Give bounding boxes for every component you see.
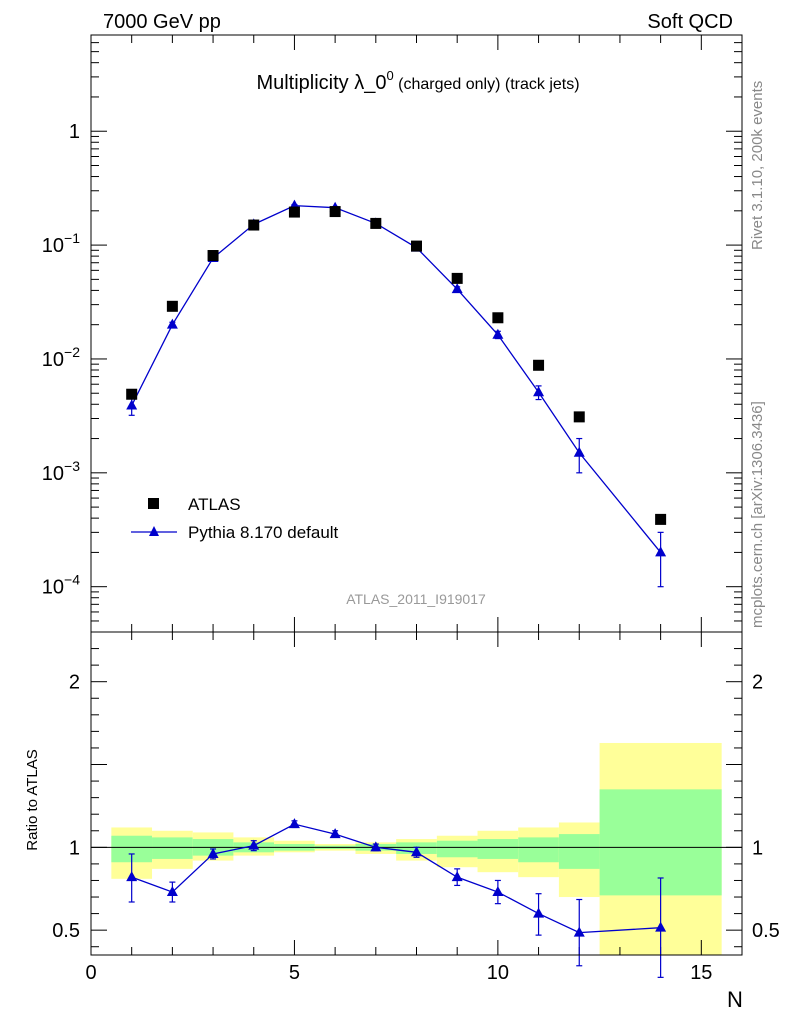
atlas-point bbox=[411, 240, 422, 252]
ratio-y-tick-label-right: 1 bbox=[752, 837, 763, 859]
pythia-ratio-point bbox=[533, 907, 545, 918]
pythia-ratio-point bbox=[288, 818, 300, 829]
ratio-band-inner bbox=[152, 837, 193, 859]
tick-exponent: −4 bbox=[64, 572, 80, 588]
legend-atlas-marker bbox=[148, 498, 159, 509]
pythia-point bbox=[492, 328, 504, 339]
pythia-ratio-point bbox=[166, 886, 178, 897]
main-y-tick-label: 10−2 bbox=[42, 344, 80, 371]
main-y-tick-label: 1 bbox=[69, 121, 80, 143]
pythia-ratio-point bbox=[207, 847, 219, 858]
atlas-point bbox=[288, 206, 300, 218]
ratio-band-inner bbox=[518, 837, 559, 863]
rivet-label: Rivet 3.1.10, 200k events bbox=[749, 81, 766, 250]
title-subtitle: (charged only) (track jets) bbox=[394, 76, 580, 93]
tick-base: 10 bbox=[42, 235, 64, 257]
atlas-point bbox=[655, 513, 667, 525]
energy-label: 7000 GeV pp bbox=[103, 11, 221, 33]
x-tick-label: 10 bbox=[487, 962, 509, 984]
ratio-y-tick-label-right: 2 bbox=[752, 672, 763, 694]
pythia-point bbox=[655, 546, 667, 557]
pythia-ratio-point bbox=[411, 846, 422, 857]
main-y-tick-label: 10−4 bbox=[42, 572, 80, 599]
x-tick-label: 0 bbox=[85, 962, 96, 984]
ratio-band-inner bbox=[558, 834, 600, 869]
chart-title: Multiplicity λ_00 (charged only) (track … bbox=[256, 68, 579, 94]
tick-base: 10 bbox=[42, 577, 64, 599]
mcplots-label: mcplots.cern.ch [arXiv:1306.3436] bbox=[749, 401, 766, 628]
atlas-point bbox=[329, 206, 341, 218]
main-panel-series bbox=[126, 199, 667, 588]
pythia-point bbox=[533, 386, 545, 397]
main-y-tick-label: 10−3 bbox=[42, 458, 80, 485]
pythia-ratio-point bbox=[329, 828, 341, 839]
pythia-ratio-point bbox=[492, 886, 504, 897]
legend-pythia-label: Pythia 8.170 default bbox=[188, 523, 339, 542]
tick-exponent: −2 bbox=[64, 344, 80, 360]
legend-atlas-label: ATLAS bbox=[188, 495, 241, 514]
atlas-point bbox=[126, 388, 138, 400]
ratio-band-inner bbox=[436, 840, 478, 858]
tick-exponent: −1 bbox=[64, 230, 80, 246]
x-axis-label: N bbox=[727, 987, 743, 1012]
ratio-y-tick-label-left: 0.5 bbox=[52, 920, 80, 942]
pythia-ratio-point bbox=[370, 841, 382, 852]
pythia-ratio-point bbox=[248, 839, 260, 850]
atlas-point bbox=[451, 272, 463, 284]
ratio-y-tick-label-left: 2 bbox=[69, 672, 80, 694]
ratio-y-tick-label-left: 1 bbox=[69, 837, 80, 859]
legend: ATLAS Pythia 8.170 default bbox=[131, 495, 339, 542]
pythia-point bbox=[451, 283, 463, 294]
ratio-y-tick-label-right: 0.5 bbox=[752, 920, 780, 942]
tick-exponent: −3 bbox=[64, 458, 80, 474]
atlas-point bbox=[166, 300, 178, 312]
main-y-tick-label: 10−1 bbox=[42, 230, 80, 257]
main-axis-ticks: 10−410−310−210−11 bbox=[42, 34, 743, 633]
ratio-panel-frame bbox=[90, 631, 743, 956]
ratio-axis-ticks: 0 5 10 15 0.5 0.5 1 1 2 2 bbox=[52, 631, 780, 984]
tick-base: 10 bbox=[42, 463, 64, 485]
pythia-point bbox=[166, 318, 178, 329]
tick-base: 1 bbox=[69, 121, 80, 143]
ratio-uncertainty-bands bbox=[91, 742, 742, 955]
legend-pythia-marker bbox=[149, 526, 159, 536]
ratio-band-inner bbox=[477, 839, 519, 859]
atlas-point bbox=[370, 217, 382, 229]
pythia-ratio-point bbox=[655, 921, 667, 932]
pythia-ratio-point bbox=[451, 871, 463, 882]
title-main: Multiplicity λ_0 bbox=[256, 72, 386, 94]
main-panel-frame bbox=[90, 34, 743, 633]
pythia-point bbox=[126, 399, 138, 410]
process-label: Soft QCD bbox=[647, 11, 733, 33]
pythia-ratio-point bbox=[573, 926, 585, 937]
analysis-reference: ATLAS_2011_I919017 bbox=[346, 591, 486, 607]
title-superscript: 0 bbox=[386, 68, 393, 83]
ratio-panel-series bbox=[126, 818, 667, 978]
pythia-point bbox=[573, 446, 585, 457]
x-tick-label: 5 bbox=[289, 962, 300, 984]
atlas-point bbox=[248, 219, 260, 231]
x-tick-label: 15 bbox=[690, 962, 712, 984]
atlas-point bbox=[207, 250, 219, 262]
ratio-y-axis-label: Ratio to ATLAS bbox=[24, 749, 41, 850]
atlas-point bbox=[492, 312, 504, 324]
pythia-ratio-point bbox=[126, 871, 138, 882]
atlas-point bbox=[573, 411, 585, 423]
atlas-point bbox=[533, 359, 545, 371]
tick-base: 10 bbox=[42, 349, 64, 371]
